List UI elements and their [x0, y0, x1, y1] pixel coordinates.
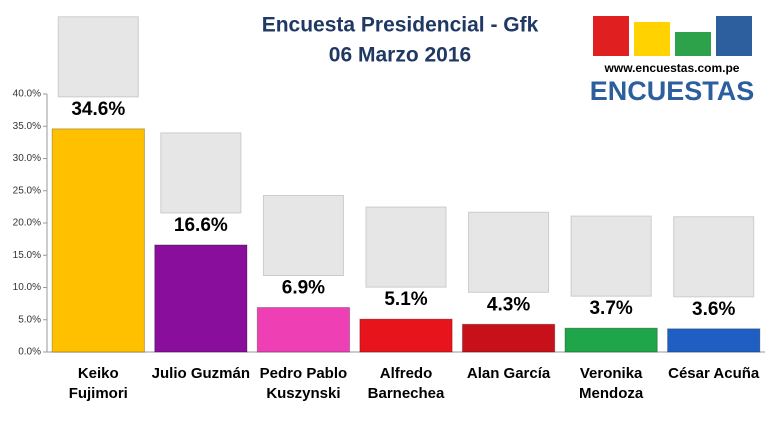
x-tick-label: Keiko Fujimori: [68, 365, 128, 402]
y-tick-label: 0.0%: [18, 347, 41, 358]
y-tick-label: 40.0%: [13, 89, 41, 100]
x-tick-label: Alfredo Barnechea: [367, 365, 445, 402]
x-tick-label: Julio Guzmán: [151, 365, 251, 382]
x-tick-label: César Acuña: [668, 365, 760, 382]
logo-block: [716, 16, 752, 56]
chart-subtitle: 06 Marzo 2016: [329, 44, 471, 67]
bar: [154, 244, 248, 353]
value-label: 3.7%: [589, 298, 632, 319]
logo-name: ENCUESTAS: [590, 76, 755, 106]
logo-block: [593, 16, 629, 56]
y-tick-label: 5.0%: [18, 314, 41, 325]
candidate-photo: [262, 194, 344, 276]
candidate-photo: [160, 132, 242, 214]
candidate-photo: [365, 206, 447, 288]
bar: [461, 323, 556, 353]
logo-block: [675, 32, 711, 56]
bar: [564, 327, 658, 353]
bar: [667, 328, 761, 353]
value-label: 16.6%: [174, 215, 228, 236]
value-label: 6.9%: [282, 278, 325, 299]
x-tick-label: Pedro Pablo Kuszynski: [259, 365, 348, 402]
logo-url: www.encuestas.com.pe: [604, 61, 740, 75]
bar: [51, 128, 145, 353]
candidate-photo: [673, 216, 755, 298]
chart-title: Encuesta Presidencial - Gfk: [262, 14, 539, 37]
candidate-photo: [468, 211, 550, 293]
value-label: 3.6%: [692, 299, 735, 320]
y-tick-label: 25.0%: [13, 185, 41, 196]
value-label: 4.3%: [487, 294, 530, 315]
y-tick-label: 30.0%: [13, 153, 41, 164]
x-tick-label: Veronika Mendoza: [579, 365, 644, 402]
candidate-photo: [570, 215, 652, 297]
x-tick-label: Alan García: [466, 365, 551, 382]
y-tick-label: 15.0%: [13, 250, 41, 261]
logo: www.encuestas.com.pe ENCUESTAS: [590, 16, 755, 106]
y-tick-label: 35.0%: [13, 121, 41, 132]
candidate-photo: [57, 16, 139, 98]
bar: [359, 318, 453, 353]
logo-block: [634, 22, 670, 56]
value-label: 5.1%: [384, 289, 427, 310]
value-label: 34.6%: [71, 99, 125, 120]
y-tick-label: 20.0%: [13, 218, 41, 229]
y-tick-label: 10.0%: [13, 282, 41, 293]
bar: [256, 306, 351, 353]
